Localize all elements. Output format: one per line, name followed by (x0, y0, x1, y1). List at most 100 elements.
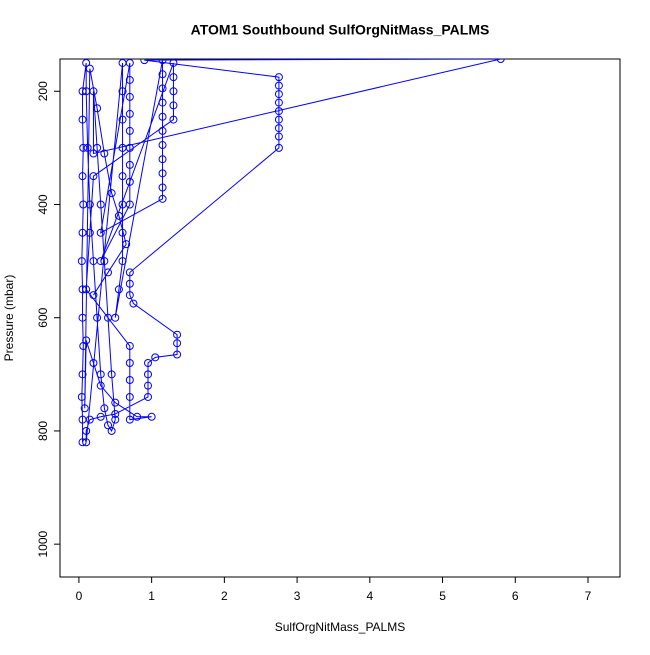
data-point (85, 64, 94, 73)
data-point (78, 313, 87, 322)
data-point (173, 330, 182, 339)
data-point (158, 112, 167, 121)
data-point (82, 59, 91, 67)
data-point (144, 359, 152, 368)
data-point (107, 426, 116, 435)
x-tick-label: 3 (294, 589, 301, 603)
data-point (158, 141, 167, 150)
data-point (274, 90, 283, 99)
data-point (125, 342, 134, 351)
data-point (274, 115, 283, 124)
data-point (158, 70, 167, 79)
data-point (133, 412, 142, 421)
data-point (129, 299, 138, 308)
data-point (158, 126, 167, 135)
data-point (96, 381, 105, 390)
data-point (125, 279, 134, 288)
data-point (169, 87, 178, 96)
data-point (82, 438, 91, 447)
data-point (125, 59, 134, 67)
data-point (169, 73, 178, 82)
data-point (96, 412, 105, 421)
data-point (100, 404, 109, 413)
data-point (125, 268, 134, 277)
y-tick-label: 600 (36, 307, 50, 327)
data-point (85, 228, 94, 237)
data-point (274, 143, 283, 152)
data-point (77, 392, 86, 401)
data-point (274, 73, 283, 82)
data-point (78, 370, 87, 379)
data-point (111, 409, 120, 418)
x-tick-label: 1 (148, 589, 155, 603)
data-point (96, 228, 105, 237)
y-tick-label: 400 (36, 194, 50, 214)
data-point (82, 285, 91, 294)
data-point (169, 101, 178, 110)
data-point (140, 59, 149, 65)
data-point (79, 143, 88, 152)
data-point (122, 240, 131, 249)
data-point (173, 339, 182, 348)
data-point (125, 375, 134, 384)
data-point (107, 189, 116, 198)
x-tick-label: 5 (439, 589, 446, 603)
data-point (169, 59, 178, 67)
data-point (96, 257, 105, 266)
x-tick-label: 2 (221, 589, 228, 603)
data-point (125, 143, 134, 152)
data-point (89, 149, 98, 158)
x-tick-label: 6 (512, 589, 519, 603)
data-point (158, 169, 167, 178)
x-tick-label: 0 (76, 589, 83, 603)
data-point (144, 381, 152, 390)
data-point (125, 177, 134, 186)
data-point (274, 81, 283, 90)
data-point (274, 132, 283, 141)
data-point (104, 421, 112, 430)
data-point (89, 359, 98, 368)
data-point (125, 291, 134, 300)
data-point (107, 370, 116, 379)
data-point (158, 183, 167, 192)
data-point (125, 200, 134, 209)
x-tick-label: 7 (585, 589, 592, 603)
data-point (147, 412, 156, 421)
data-point (100, 257, 109, 266)
data-point (93, 313, 102, 322)
y-axis-label: Pressure (mbar) (2, 275, 16, 362)
data-point (125, 415, 134, 424)
data-point (85, 200, 94, 209)
data-point (114, 285, 123, 294)
data-point (118, 257, 127, 266)
data-point (274, 98, 283, 107)
x-tick-label: 4 (366, 589, 373, 603)
data-point (78, 285, 87, 294)
data-point (83, 143, 92, 152)
data-point (151, 353, 160, 362)
y-tick-label: 200 (36, 81, 50, 101)
data-point (118, 87, 127, 96)
data-point (82, 336, 91, 345)
data-point (144, 392, 152, 401)
data-point (125, 359, 134, 368)
plot-frame (59, 58, 621, 578)
data-point (78, 87, 87, 96)
data-point (173, 350, 182, 359)
data-point (100, 149, 109, 158)
data-point (78, 438, 87, 447)
data-point (85, 415, 94, 424)
data-point (158, 98, 167, 107)
data-point (274, 107, 283, 116)
data-point (96, 200, 105, 209)
data-point (78, 172, 87, 181)
data-point (89, 172, 98, 181)
data-point (77, 257, 86, 266)
data-point (89, 291, 98, 300)
data-point (496, 59, 505, 63)
data-point (118, 172, 127, 181)
data-point (111, 313, 120, 322)
data-point (93, 104, 102, 113)
x-axis-label: SulfOrgNitMass_PALMS (275, 620, 405, 634)
